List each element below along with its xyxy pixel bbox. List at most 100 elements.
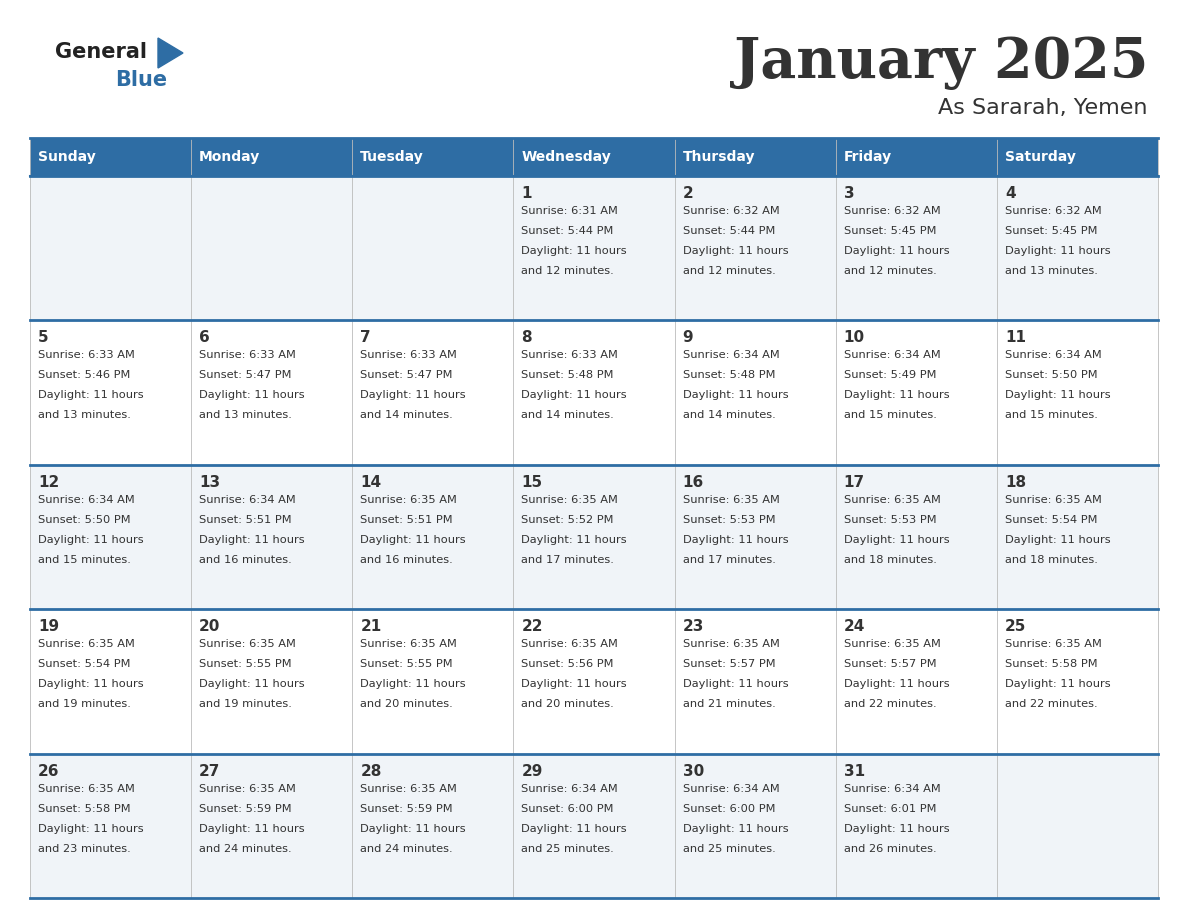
Text: Sunset: 5:56 PM: Sunset: 5:56 PM [522,659,614,669]
Bar [353,320,513,465]
Bar [30,176,191,320]
Bar [675,754,835,898]
Text: Daylight: 11 hours: Daylight: 11 hours [38,535,144,544]
Text: Sunset: 5:57 PM: Sunset: 5:57 PM [683,659,776,669]
Text: Sunrise: 6:35 AM: Sunrise: 6:35 AM [1005,639,1101,649]
Text: Wednesday: Wednesday [522,150,611,164]
Text: Daylight: 11 hours: Daylight: 11 hours [683,535,788,544]
Text: Sunset: 5:54 PM: Sunset: 5:54 PM [38,659,131,669]
Polygon shape [158,38,183,68]
Text: Daylight: 11 hours: Daylight: 11 hours [522,535,627,544]
Text: Sunrise: 6:35 AM: Sunrise: 6:35 AM [360,495,457,505]
Text: Daylight: 11 hours: Daylight: 11 hours [360,823,466,834]
Text: January 2025: January 2025 [733,35,1148,89]
Bar [997,138,1158,176]
Text: Sunrise: 6:32 AM: Sunrise: 6:32 AM [1005,206,1101,216]
Text: Sunrise: 6:35 AM: Sunrise: 6:35 AM [843,495,941,505]
Text: 25: 25 [1005,620,1026,634]
Text: Sunset: 5:54 PM: Sunset: 5:54 PM [1005,515,1098,525]
Text: Sunset: 5:55 PM: Sunset: 5:55 PM [360,659,453,669]
Bar [835,754,997,898]
Text: Daylight: 11 hours: Daylight: 11 hours [843,390,949,400]
Bar [30,320,191,465]
Text: Sunrise: 6:31 AM: Sunrise: 6:31 AM [522,206,618,216]
Text: Daylight: 11 hours: Daylight: 11 hours [200,535,305,544]
Text: and 17 minutes.: and 17 minutes. [683,554,776,565]
Text: Sunset: 5:44 PM: Sunset: 5:44 PM [522,226,614,236]
Text: Sunset: 5:44 PM: Sunset: 5:44 PM [683,226,775,236]
Bar [513,754,675,898]
Bar [513,465,675,610]
Text: and 13 minutes.: and 13 minutes. [38,410,131,420]
Bar [835,465,997,610]
Text: 16: 16 [683,475,703,490]
Text: and 12 minutes.: and 12 minutes. [522,266,614,276]
Bar [997,754,1158,898]
Text: and 14 minutes.: and 14 minutes. [522,410,614,420]
Bar [191,610,353,754]
Text: and 24 minutes.: and 24 minutes. [360,844,453,854]
Text: and 13 minutes.: and 13 minutes. [1005,266,1098,276]
Text: Sunset: 5:58 PM: Sunset: 5:58 PM [38,803,131,813]
Text: Sunset: 5:48 PM: Sunset: 5:48 PM [522,370,614,380]
Bar [675,138,835,176]
Text: 7: 7 [360,330,371,345]
Text: Sunset: 5:45 PM: Sunset: 5:45 PM [843,226,936,236]
Text: Tuesday: Tuesday [360,150,424,164]
Text: and 15 minutes.: and 15 minutes. [1005,410,1098,420]
Bar [30,610,191,754]
Text: 13: 13 [200,475,220,490]
Text: and 16 minutes.: and 16 minutes. [200,554,292,565]
Text: 3: 3 [843,186,854,201]
Bar [997,465,1158,610]
Text: and 17 minutes.: and 17 minutes. [522,554,614,565]
Text: Thursday: Thursday [683,150,756,164]
Text: 23: 23 [683,620,704,634]
Text: Daylight: 11 hours: Daylight: 11 hours [522,390,627,400]
Text: Sunrise: 6:35 AM: Sunrise: 6:35 AM [38,784,135,793]
Text: Daylight: 11 hours: Daylight: 11 hours [843,246,949,256]
Text: Sunrise: 6:34 AM: Sunrise: 6:34 AM [38,495,134,505]
Text: Blue: Blue [115,70,168,90]
Text: Sunrise: 6:32 AM: Sunrise: 6:32 AM [683,206,779,216]
Text: and 12 minutes.: and 12 minutes. [683,266,776,276]
Text: Daylight: 11 hours: Daylight: 11 hours [843,823,949,834]
Bar [30,465,191,610]
Text: Sunrise: 6:32 AM: Sunrise: 6:32 AM [843,206,941,216]
Bar [997,320,1158,465]
Bar [513,138,675,176]
Text: Sunrise: 6:34 AM: Sunrise: 6:34 AM [522,784,618,793]
Text: Daylight: 11 hours: Daylight: 11 hours [843,679,949,689]
Text: Daylight: 11 hours: Daylight: 11 hours [38,679,144,689]
Text: Daylight: 11 hours: Daylight: 11 hours [522,679,627,689]
Text: Sunset: 5:49 PM: Sunset: 5:49 PM [843,370,936,380]
Text: 18: 18 [1005,475,1026,490]
Text: Sunset: 5:52 PM: Sunset: 5:52 PM [522,515,614,525]
Text: 22: 22 [522,620,543,634]
Text: Sunset: 5:58 PM: Sunset: 5:58 PM [1005,659,1098,669]
Text: Sunset: 6:00 PM: Sunset: 6:00 PM [683,803,775,813]
Bar [353,138,513,176]
Bar [191,465,353,610]
Text: 28: 28 [360,764,381,778]
Text: Sunset: 5:45 PM: Sunset: 5:45 PM [1005,226,1098,236]
Text: 11: 11 [1005,330,1026,345]
Text: Sunrise: 6:35 AM: Sunrise: 6:35 AM [360,784,457,793]
Text: Daylight: 11 hours: Daylight: 11 hours [200,679,305,689]
Text: Daylight: 11 hours: Daylight: 11 hours [1005,535,1111,544]
Text: Sunset: 5:51 PM: Sunset: 5:51 PM [360,515,453,525]
Text: Daylight: 11 hours: Daylight: 11 hours [360,390,466,400]
Bar [675,320,835,465]
Text: 26: 26 [38,764,59,778]
Bar [835,610,997,754]
Text: Sunrise: 6:35 AM: Sunrise: 6:35 AM [360,639,457,649]
Text: Daylight: 11 hours: Daylight: 11 hours [200,390,305,400]
Text: Daylight: 11 hours: Daylight: 11 hours [843,535,949,544]
Text: Sunrise: 6:34 AM: Sunrise: 6:34 AM [843,784,941,793]
Text: Daylight: 11 hours: Daylight: 11 hours [1005,390,1111,400]
Text: Sunset: 5:46 PM: Sunset: 5:46 PM [38,370,131,380]
Bar [191,138,353,176]
Text: and 20 minutes.: and 20 minutes. [522,700,614,710]
Text: Daylight: 11 hours: Daylight: 11 hours [683,246,788,256]
Text: Sunrise: 6:33 AM: Sunrise: 6:33 AM [38,351,135,361]
